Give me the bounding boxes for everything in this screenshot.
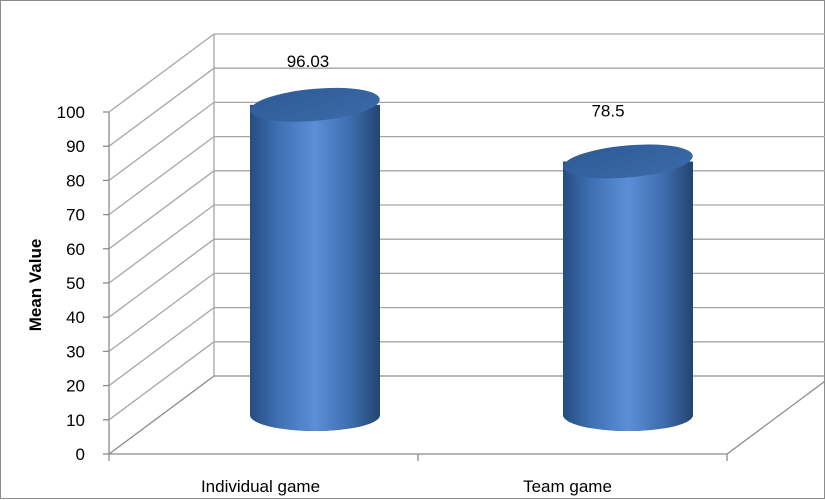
side-gridline	[108, 170, 215, 250]
side-gridline	[108, 136, 215, 216]
side-gridline	[108, 33, 215, 113]
y-tick-label: 60	[66, 240, 85, 259]
side-gridline	[108, 341, 215, 421]
y-tick-label: 80	[66, 171, 85, 190]
labels: 96.03 Individual game 78.5 Team game	[201, 52, 625, 496]
y-tick-label: 100	[57, 103, 85, 122]
y-axis-title: Mean Value	[26, 239, 45, 332]
y-tick-label: 90	[66, 137, 85, 156]
bar-2	[563, 144, 693, 431]
bar-top	[250, 87, 380, 122]
axes: 0 10 20 30 40 50 60 70 80 90 100	[57, 103, 728, 464]
bar-body	[250, 104, 380, 431]
y-tick-label: 10	[66, 411, 85, 430]
bar-body	[563, 161, 693, 431]
bar-top	[563, 144, 693, 179]
y-tick-label: 50	[66, 274, 85, 293]
y-tick-label: 70	[66, 206, 85, 225]
side-gridline	[108, 101, 215, 181]
y-tick-label: 40	[66, 308, 85, 327]
gridlines	[108, 33, 825, 455]
x-category-label: Team game	[523, 477, 612, 496]
y-tick-label: 0	[76, 445, 85, 464]
side-gridline	[108, 375, 215, 455]
data-label: 78.5	[591, 101, 624, 120]
floor-right-edge	[726, 380, 825, 455]
side-gridline	[108, 67, 215, 147]
side-gridline	[108, 272, 215, 352]
bar-1	[250, 87, 380, 431]
side-gridline	[108, 204, 215, 284]
y-tick-label: 30	[66, 342, 85, 361]
side-gridline	[108, 238, 215, 318]
x-category-label: Individual game	[201, 477, 320, 496]
side-gridline	[108, 307, 215, 387]
y-tick-label: 20	[66, 377, 85, 396]
data-label: 96.03	[287, 52, 330, 71]
bars	[250, 87, 693, 431]
